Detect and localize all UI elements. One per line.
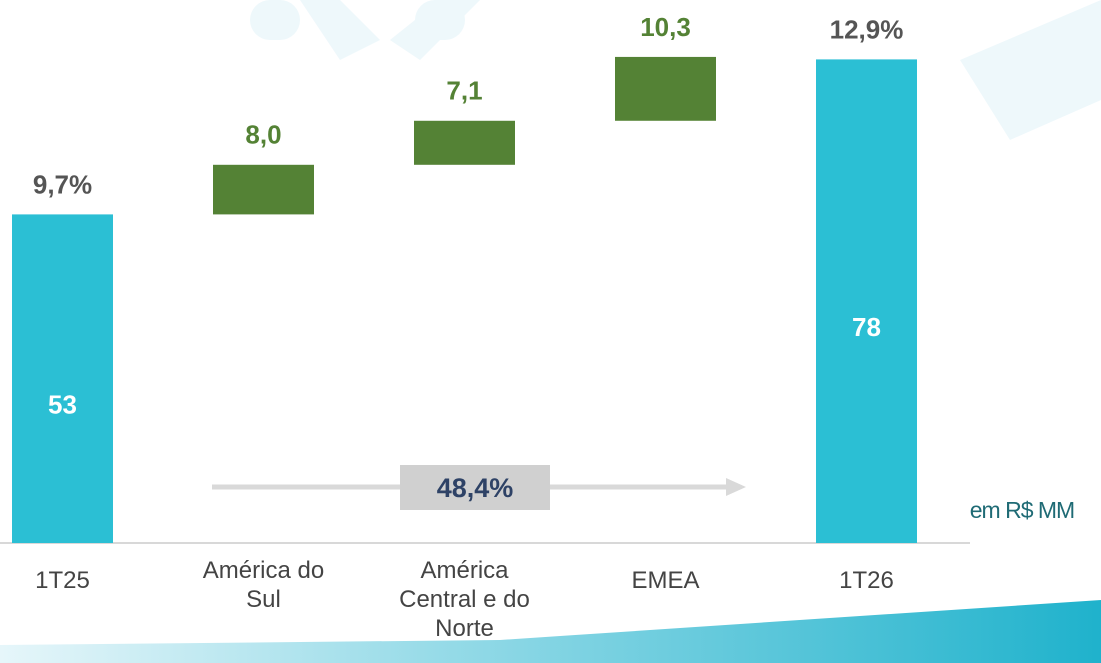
delta-bar <box>414 120 515 165</box>
unit-label: em R$ MM <box>970 497 1074 523</box>
x-tick-label: 1T25 <box>35 567 90 594</box>
growth-label: 48,4% <box>437 473 514 503</box>
delta-bar <box>615 56 716 121</box>
total-bar <box>12 214 113 543</box>
x-tick-label: EMEA <box>631 567 700 594</box>
value-label: 78 <box>852 312 881 342</box>
decoration <box>250 0 1101 140</box>
bottom-band <box>0 600 1101 663</box>
margin-label: 9,7% <box>33 169 92 199</box>
value-label: 7,1 <box>446 76 482 106</box>
x-tick-label: América Central e do Norte <box>399 557 530 642</box>
value-label: 10,3 <box>640 12 691 42</box>
growth-arrow-head <box>726 478 746 496</box>
value-label: 53 <box>48 390 77 420</box>
growth-box <box>400 465 550 510</box>
total-bar <box>816 59 917 544</box>
x-tick-label: América do Sul <box>202 557 325 613</box>
margin-label: 12,9% <box>830 14 904 44</box>
value-label: 8,0 <box>245 120 281 150</box>
delta-bar <box>213 164 314 215</box>
x-tick-label: 1T26 <box>839 567 894 594</box>
